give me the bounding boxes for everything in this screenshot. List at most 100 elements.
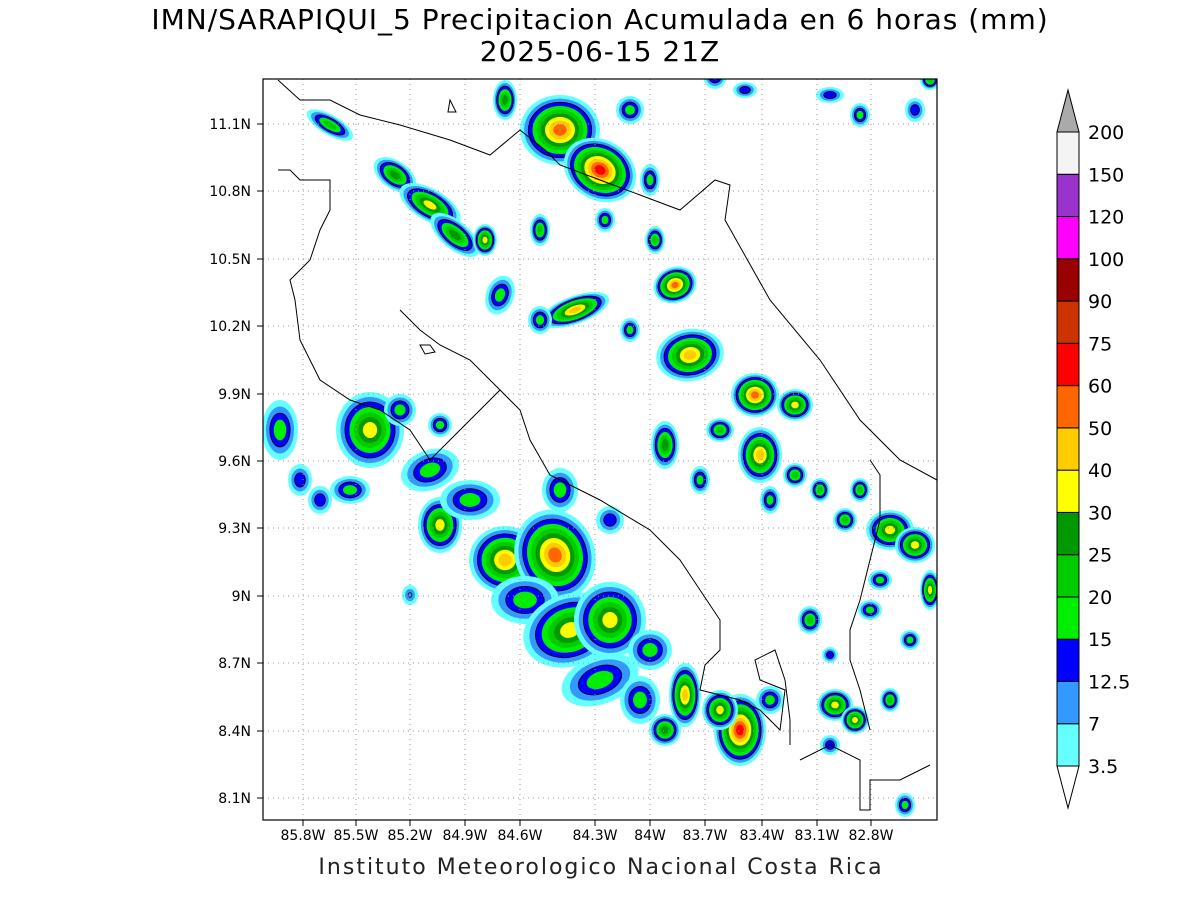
y-tick-label: 10.8N <box>209 184 251 200</box>
coastline-segment <box>849 459 881 731</box>
precip-cell <box>706 418 734 442</box>
colorbar-swatch <box>1056 258 1080 302</box>
precip-cell <box>620 318 640 342</box>
precip-cell <box>596 506 624 534</box>
colorbar-swatch <box>1056 511 1080 556</box>
x-axis-ticks: 85.8W 85.5W 85.2W 84.9W 84.6W 84.3W 84W 83.7W 83… <box>280 820 894 844</box>
precip-cell <box>850 103 870 127</box>
colorbar-label: 15 <box>1088 629 1112 651</box>
colorbar: 3.5 7 12.5 15 20 25 30 40 50 60 75 90 100 120 150 200 <box>1056 88 1130 810</box>
y-tick-label: 8.1N <box>218 791 251 807</box>
precip-cell <box>574 582 646 658</box>
coastline-segment <box>799 744 931 811</box>
precip-cell <box>656 328 724 382</box>
colorbar-label: 12.5 <box>1088 671 1130 693</box>
precip-cell <box>880 688 900 712</box>
precip-cell <box>905 98 925 122</box>
precip-cell <box>485 275 515 315</box>
colorbar-label: 30 <box>1088 502 1112 524</box>
colorbar-label: 60 <box>1088 376 1112 398</box>
precip-cell <box>384 394 416 426</box>
colorbar-swatch <box>1056 638 1080 682</box>
colorbar-swatch <box>1056 173 1080 218</box>
y-tick-label: 9.6N <box>218 454 251 470</box>
coastline <box>277 79 937 811</box>
colorbar-swatch <box>1056 385 1080 429</box>
precip-cell <box>542 468 578 512</box>
x-tick-label: 83.1W <box>794 828 839 844</box>
precip-cell <box>850 478 870 502</box>
precip-cell <box>620 676 660 724</box>
map-title: IMN/SARAPIQUI_5 Precipitacion Acumulada … <box>151 3 1049 36</box>
y-tick-label: 8.4N <box>218 724 251 740</box>
precip-cell <box>595 208 615 232</box>
precip-cell <box>440 480 500 520</box>
colorbar-label: 20 <box>1088 587 1112 609</box>
precip-cell <box>841 706 869 734</box>
precip-cell <box>651 421 679 469</box>
colorbar-swatch <box>1056 342 1080 387</box>
plot-area <box>263 79 937 820</box>
precip-cell <box>669 663 701 727</box>
x-tick-label: 83.4W <box>739 828 784 844</box>
precip-cell <box>822 647 838 663</box>
colorbar-swatch <box>1056 723 1080 767</box>
y-tick-label: 9.9N <box>218 387 251 403</box>
precip-cell <box>900 630 920 650</box>
coastline-segment <box>399 309 501 391</box>
precip-cell <box>330 476 370 504</box>
precip-cell <box>428 413 452 437</box>
colorbar-swatch <box>1056 300 1080 344</box>
colorbar-label: 75 <box>1088 333 1112 355</box>
colorbar-label: 40 <box>1088 460 1112 482</box>
colorbar-label: 7 <box>1088 714 1100 736</box>
colorbar-upper-triangle <box>1056 88 1080 133</box>
precip-cell <box>833 508 857 532</box>
x-tick-label: 85.8W <box>280 828 325 844</box>
colorbar-label: 100 <box>1088 249 1124 271</box>
colorbar-lower-triangle <box>1056 765 1080 810</box>
colorbar-label: 200 <box>1088 122 1124 144</box>
colorbar-swatch <box>1056 427 1080 471</box>
precipitation-field <box>263 79 937 817</box>
precip-cell <box>810 478 830 502</box>
colorbar-swatch <box>1056 596 1080 640</box>
precip-cell <box>733 82 757 98</box>
x-tick-label: 82.8W <box>848 828 893 844</box>
x-tick-label: 84.6W <box>497 828 542 844</box>
precip-cell <box>920 570 937 610</box>
precip-cell <box>628 630 672 670</box>
precip-cell <box>702 690 738 730</box>
precip-cell <box>402 585 418 605</box>
colorbar-label: 50 <box>1088 418 1112 440</box>
precip-cell <box>895 793 915 817</box>
precip-cell <box>400 448 460 492</box>
coastline-segment <box>447 98 457 113</box>
y-axis-ticks: 11.1N 10.8N 10.5N 10.2N 9.9N 9.6N 9.3N 9N 8.7N 8.… <box>209 117 263 807</box>
x-tick-label: 84.9W <box>442 828 487 844</box>
y-tick-label: 11.1N <box>209 117 251 133</box>
precip-cell <box>653 266 697 304</box>
precip-cell <box>308 486 332 514</box>
coastline-segment <box>278 169 791 745</box>
precip-cell <box>649 714 681 746</box>
y-tick-label: 10.5N <box>209 252 251 268</box>
precip-cell <box>895 527 935 563</box>
precip-cell <box>528 306 552 334</box>
precip-cell <box>783 463 807 487</box>
colorbar-swatch <box>1056 469 1080 513</box>
precip-cell <box>866 510 914 550</box>
colorbar-label: 3.5 <box>1088 756 1118 778</box>
y-tick-label: 9.3N <box>218 521 251 537</box>
precip-cell <box>756 686 784 714</box>
y-tick-label: 8.7N <box>218 656 251 672</box>
precip-cell <box>690 466 710 494</box>
precip-cell <box>777 389 813 421</box>
precip-cell <box>760 486 780 514</box>
precip-cell <box>858 600 882 620</box>
precip-cell <box>540 291 610 329</box>
x-tick-label: 84W <box>634 828 666 844</box>
x-tick-label: 85.5W <box>333 828 378 844</box>
precip-cell <box>798 606 822 634</box>
